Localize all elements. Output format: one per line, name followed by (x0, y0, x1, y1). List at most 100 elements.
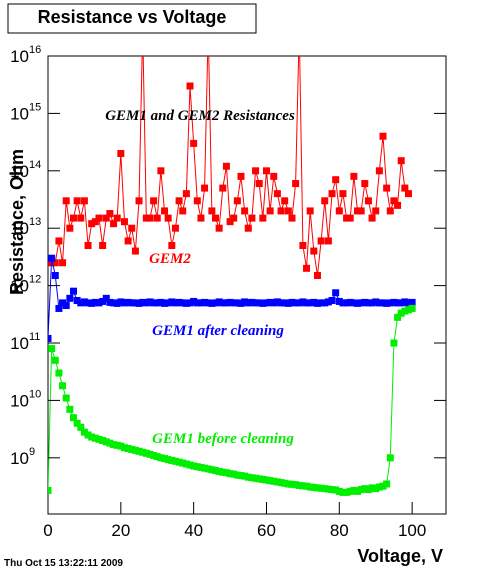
marker (226, 298, 234, 306)
marker (88, 433, 96, 441)
marker (120, 444, 128, 452)
marker (150, 451, 158, 459)
marker (379, 132, 387, 140)
marker (321, 299, 329, 307)
marker (197, 214, 205, 222)
marker (171, 299, 179, 307)
marker (77, 299, 85, 307)
marker (383, 299, 391, 307)
marker (212, 467, 220, 475)
marker (139, 448, 147, 456)
annotation: GEM1 after cleaning (152, 323, 284, 339)
marker (91, 298, 99, 306)
marker (237, 299, 245, 307)
marker (317, 237, 325, 245)
marker (226, 218, 234, 226)
marker (190, 462, 198, 470)
marker (124, 298, 132, 306)
marker (339, 190, 347, 198)
y-tick-exponent: 9 (29, 446, 35, 458)
marker (84, 299, 92, 307)
annotation: GEM2 (149, 251, 191, 267)
marker (99, 437, 107, 445)
marker (364, 197, 372, 205)
marker (186, 299, 194, 307)
marker (335, 207, 343, 215)
marker (182, 190, 190, 198)
marker (383, 480, 391, 488)
marker (372, 298, 380, 306)
marker (306, 299, 314, 307)
marker (252, 299, 260, 307)
marker (153, 299, 161, 307)
marker (164, 299, 172, 307)
marker (273, 298, 281, 306)
marker (328, 297, 336, 305)
marker (372, 207, 380, 215)
marker (95, 435, 103, 443)
y-tick-exponent: 15 (29, 101, 41, 113)
marker (262, 299, 270, 307)
marker (277, 207, 285, 215)
marker (190, 139, 198, 147)
marker (48, 334, 52, 342)
marker (266, 207, 274, 215)
marker (212, 214, 220, 222)
marker (386, 454, 394, 462)
marker (186, 461, 194, 469)
marker (179, 459, 187, 467)
marker (368, 299, 376, 307)
marker (66, 405, 74, 413)
y-tick-label: 10 (10, 449, 29, 468)
marker (288, 298, 296, 306)
y-tick-label: 10 (10, 219, 29, 238)
y-tick-exponent: 10 (29, 388, 41, 400)
annotation: GEM1 before cleaning (152, 431, 294, 447)
marker (182, 460, 190, 468)
marker (339, 488, 347, 496)
marker (201, 184, 209, 192)
marker (266, 298, 274, 306)
marker (397, 299, 405, 307)
marker (383, 184, 391, 192)
marker (404, 306, 412, 314)
marker (197, 463, 205, 471)
marker (379, 299, 387, 307)
marker (124, 445, 132, 453)
marker (146, 450, 154, 458)
marker (379, 482, 387, 490)
marker (248, 214, 256, 222)
y-tick-exponent: 13 (29, 216, 41, 228)
marker (233, 197, 241, 205)
marker (168, 241, 176, 249)
marker (270, 299, 278, 307)
marker (62, 197, 70, 205)
marker (241, 298, 249, 306)
title-box (7, 3, 257, 34)
marker (139, 298, 147, 306)
x-tick-label: 20 (111, 521, 130, 540)
marker (62, 302, 70, 310)
marker (146, 298, 154, 306)
marker (394, 299, 402, 307)
marker (332, 289, 340, 297)
marker (299, 241, 307, 249)
marker (99, 241, 107, 249)
marker (219, 184, 227, 192)
marker (346, 298, 354, 306)
marker (215, 224, 223, 232)
marker (73, 419, 81, 427)
marker (292, 180, 300, 188)
marker (77, 214, 85, 222)
marker (313, 299, 321, 307)
marker (397, 309, 405, 317)
marker (226, 470, 234, 478)
marker (66, 224, 74, 232)
marker (244, 299, 252, 307)
marker (259, 299, 267, 307)
marker (186, 82, 194, 90)
marker (313, 272, 321, 280)
marker (175, 458, 183, 466)
marker (317, 484, 325, 492)
marker (48, 254, 56, 262)
